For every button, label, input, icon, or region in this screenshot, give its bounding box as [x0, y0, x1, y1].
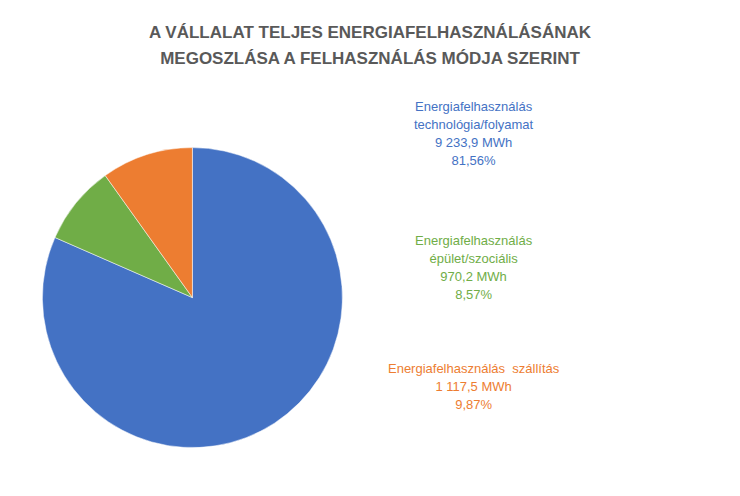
svg-text:A VÁLLALAT TELJES ENERGIAFELHA: A VÁLLALAT TELJES ENERGIAFELHASZNÁLÁSÁNA… — [149, 23, 592, 42]
svg-text:970,2 MWh: 970,2 MWh — [440, 269, 506, 284]
svg-text:8,57%: 8,57% — [455, 287, 492, 302]
svg-text:9,87%: 9,87% — [455, 397, 492, 412]
svg-text:MEGOSZLÁSA A FELHASZNÁLÁS MÓDJ: MEGOSZLÁSA A FELHASZNÁLÁS MÓDJA SZERINT — [160, 49, 580, 68]
svg-text:Energiafelhasználás: Energiafelhasználás — [415, 99, 533, 114]
svg-text:9 233,9 MWh: 9 233,9 MWh — [435, 135, 512, 150]
svg-text:technológia/folyamat: technológia/folyamat — [414, 117, 534, 132]
svg-text:81,56%: 81,56% — [452, 153, 497, 168]
svg-text:Energiafelhasználás: Energiafelhasználás — [415, 233, 533, 248]
svg-text:1 117,5 MWh: 1 117,5 MWh — [435, 379, 511, 394]
svg-text:Energiafelhasználás szállítás: Energiafelhasználás szállítás — [388, 361, 560, 376]
svg-text:épület/szociális: épület/szociális — [430, 251, 519, 266]
